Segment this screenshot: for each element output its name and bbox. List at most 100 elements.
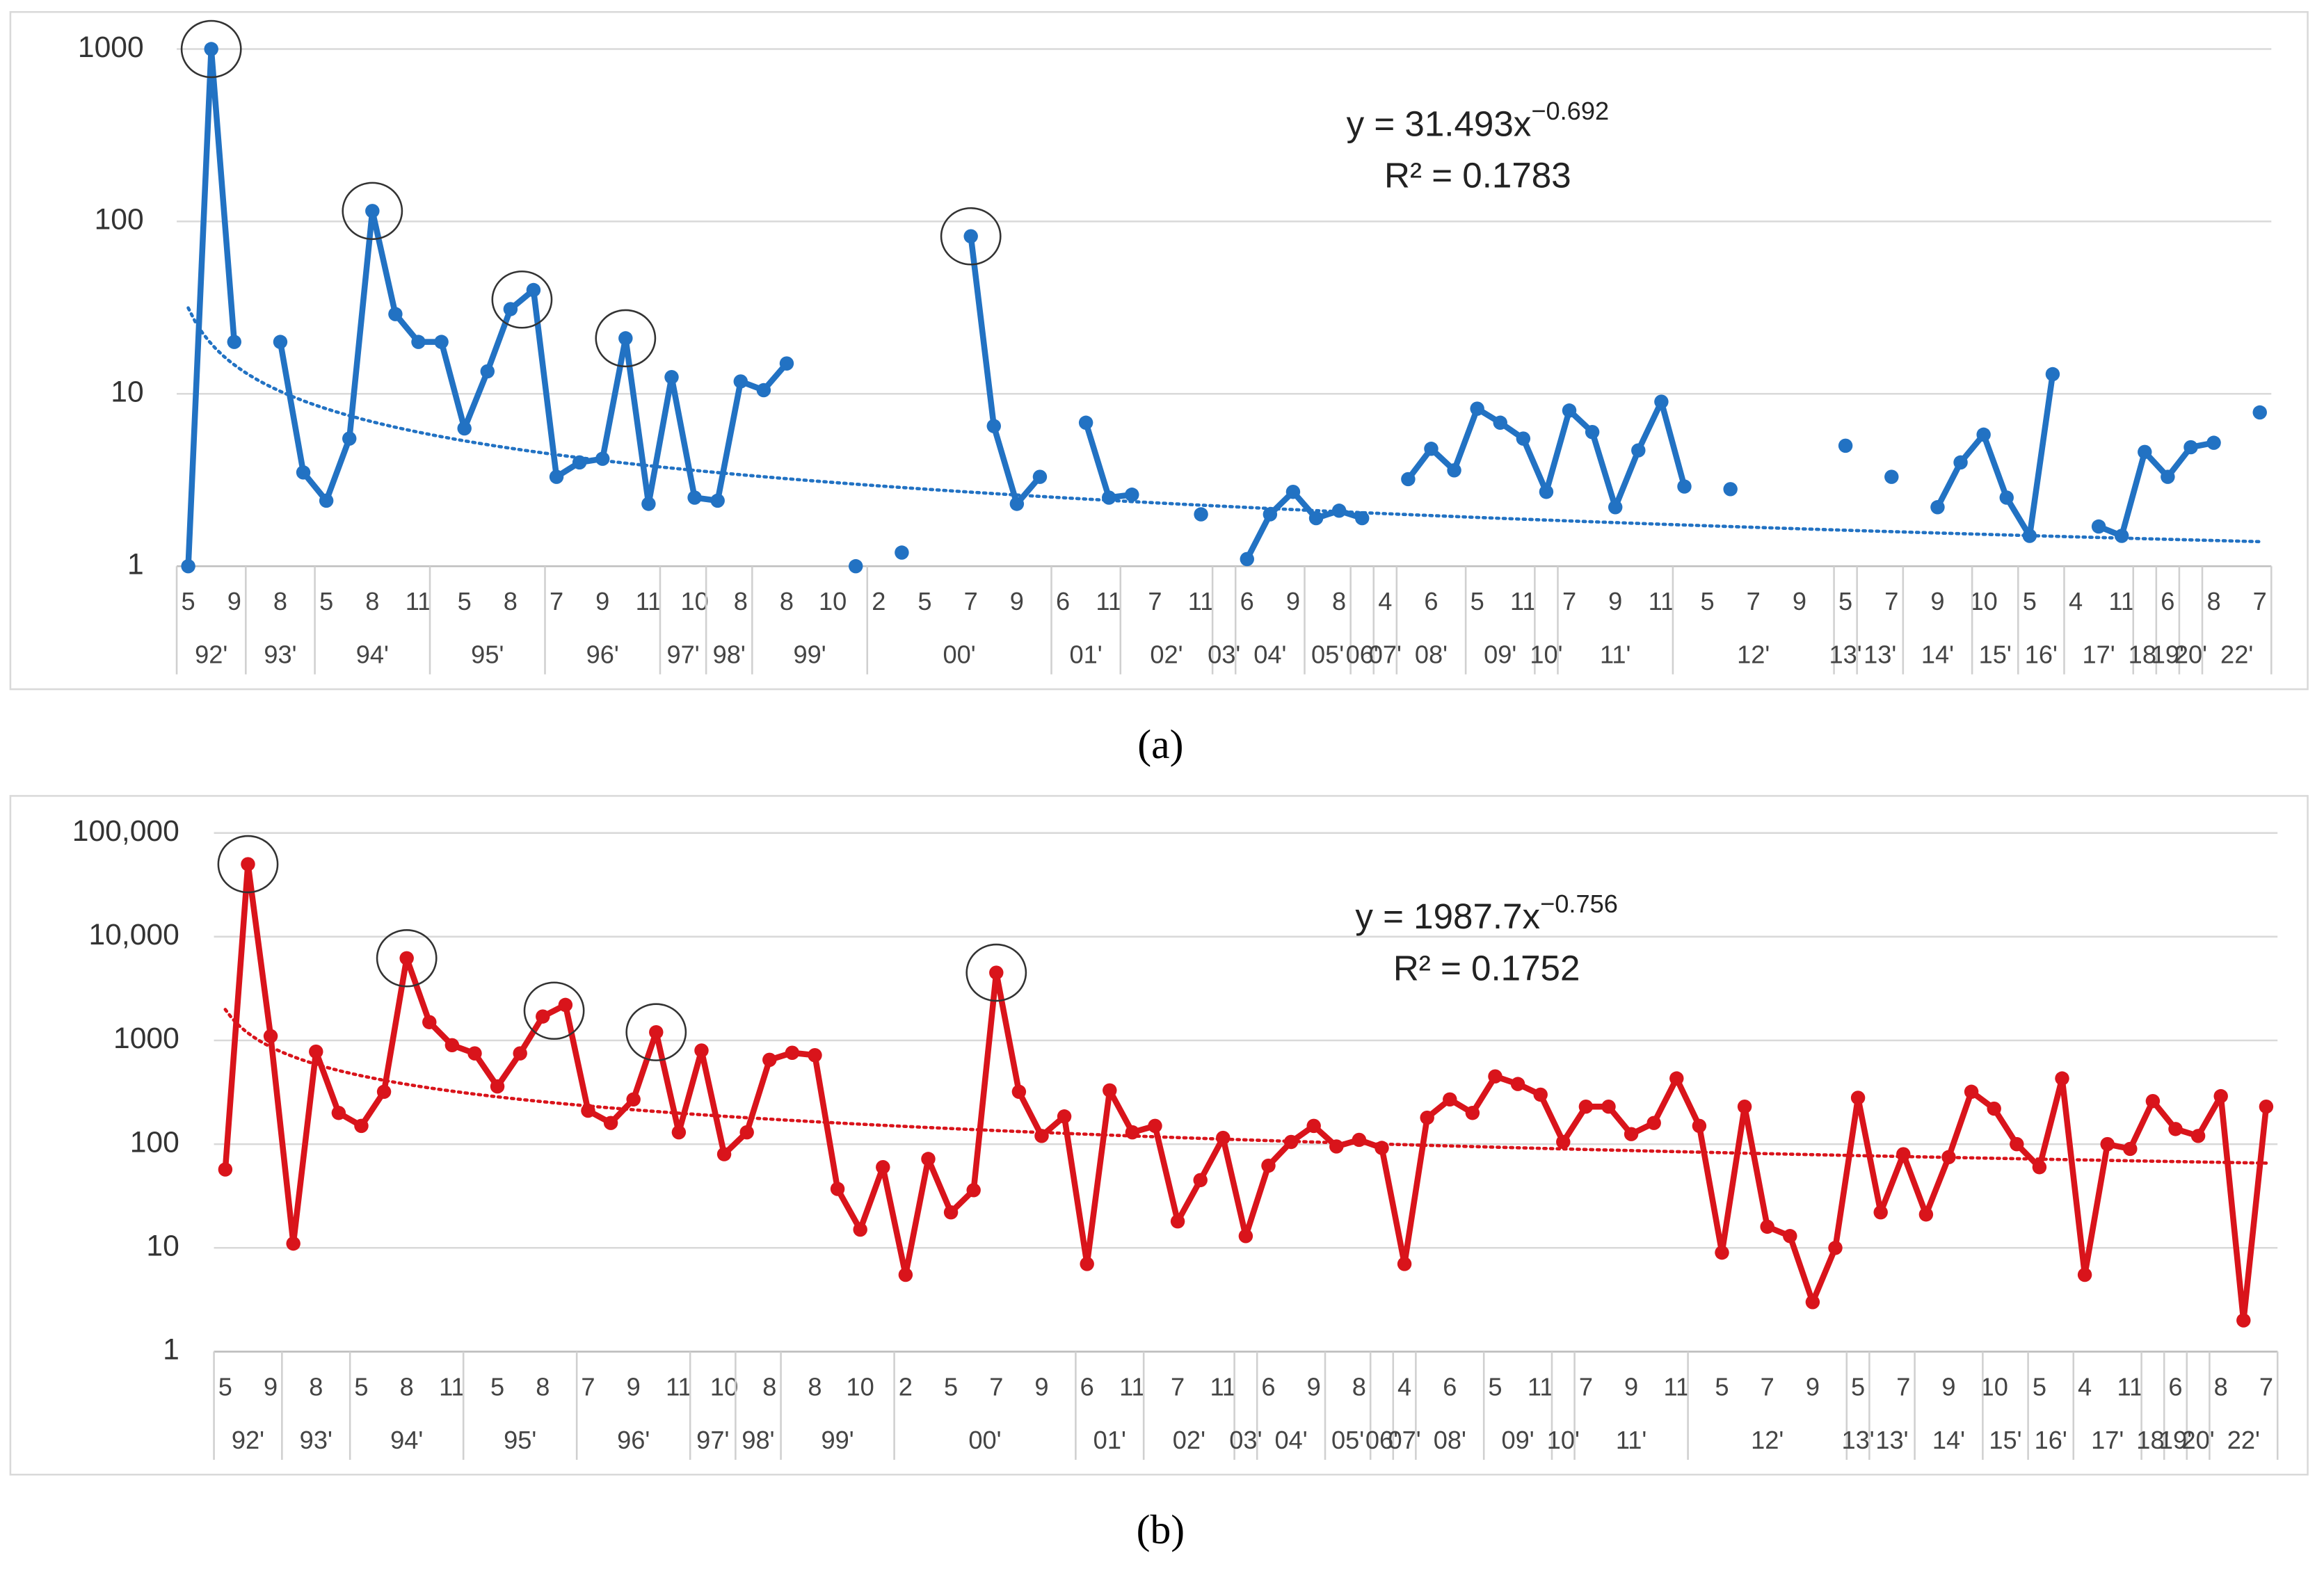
group-label: 11' xyxy=(1600,641,1631,669)
trend-equation: y = 1987.7x−0.756 xyxy=(1355,890,1618,936)
group-label: 96' xyxy=(617,1426,650,1454)
data-point xyxy=(1646,1116,1661,1130)
group-label: 09' xyxy=(1501,1426,1534,1454)
data-point xyxy=(1170,1214,1185,1229)
x-tick-label: 7 xyxy=(2259,1372,2273,1401)
x-tick-label: 4 xyxy=(2069,587,2083,615)
data-point xyxy=(1585,425,1600,440)
r-squared: R² = 0.1783 xyxy=(1384,155,1571,195)
x-tick-label: 5 xyxy=(218,1372,232,1401)
x-tick-label: 11 xyxy=(406,587,432,615)
data-point xyxy=(399,951,414,966)
x-tick-label: 6 xyxy=(2168,1372,2182,1401)
data-point xyxy=(671,1125,687,1140)
data-point xyxy=(739,1125,754,1140)
data-point xyxy=(286,1236,300,1251)
data-line xyxy=(222,861,2270,1323)
panel-label: (a) xyxy=(1137,721,1183,767)
x-tick-label: 10 xyxy=(819,587,847,615)
data-point xyxy=(1329,1139,1344,1154)
data-point xyxy=(1103,1083,1117,1098)
x-tick-label: 9 xyxy=(1608,587,1622,615)
x-tick-label: 2 xyxy=(899,1372,913,1401)
x-tick-label: 11 xyxy=(1649,587,1675,615)
group-label: 08' xyxy=(1415,641,1448,669)
group-label: 12' xyxy=(1751,1426,1784,1454)
data-point xyxy=(388,307,403,321)
group-label: 00' xyxy=(968,1426,1001,1454)
equation-base: y = 1987.7x xyxy=(1355,896,1540,936)
group-label: 14' xyxy=(1921,641,1954,669)
data-point xyxy=(966,1183,981,1198)
group-label: 16' xyxy=(2025,641,2058,669)
data-point xyxy=(1375,1141,1389,1155)
group-label: 97' xyxy=(696,1426,729,1454)
x-tick-label: 7 xyxy=(989,1372,1003,1401)
x-tick-label: 4 xyxy=(1397,1372,1411,1401)
data-point xyxy=(331,1106,346,1120)
data-point xyxy=(1669,1071,1684,1086)
x-tick-label: 11 xyxy=(666,1372,692,1401)
data-point xyxy=(1631,443,1646,458)
x-tick-label: 7 xyxy=(1761,1372,1774,1401)
data-point xyxy=(1308,510,1324,526)
highlight-ring xyxy=(217,835,279,894)
x-tick-label: 11 xyxy=(439,1372,465,1401)
group-label: 99' xyxy=(821,1426,854,1454)
data-point xyxy=(853,1222,867,1237)
x-tick-label: 2 xyxy=(872,587,885,615)
data-point xyxy=(2138,444,2152,460)
data-point xyxy=(558,997,573,1013)
data-point xyxy=(1447,463,1461,478)
data-point xyxy=(1533,1087,1548,1102)
equation-exponent: −0.692 xyxy=(1531,97,1609,125)
x-tick-label: 10 xyxy=(1980,1372,2008,1401)
x-tick-label: 4 xyxy=(1378,587,1392,615)
x-tick-label: 5 xyxy=(1488,1372,1502,1401)
group-label: 05' xyxy=(1311,641,1344,669)
data-point xyxy=(2168,1122,2183,1136)
data-point xyxy=(572,455,587,470)
x-tick-label: 7 xyxy=(1747,587,1761,615)
data-point xyxy=(603,1116,618,1130)
x-tick-label: 7 xyxy=(1562,587,1576,615)
data-point xyxy=(1465,1106,1480,1120)
data-point xyxy=(1783,1229,1797,1244)
data-point xyxy=(227,335,242,349)
group-label: 08' xyxy=(1434,1426,1466,1454)
data-point xyxy=(1009,497,1025,511)
data-point xyxy=(963,229,978,243)
data-point xyxy=(1240,552,1254,567)
data-point xyxy=(1397,1257,1412,1271)
data-point xyxy=(716,1147,732,1161)
data-point xyxy=(1443,1092,1457,1107)
data-point xyxy=(376,1084,392,1100)
x-tick-label: 5 xyxy=(1715,1372,1729,1401)
x-tick-label: 10 xyxy=(710,1372,738,1401)
x-tick-label: 5 xyxy=(182,587,195,615)
data-point xyxy=(808,1048,822,1063)
x-tick-label: 9 xyxy=(227,587,241,615)
data-point xyxy=(1539,484,1554,499)
data-point xyxy=(1032,469,1048,484)
x-tick-label: 9 xyxy=(595,587,609,615)
data-point xyxy=(1838,438,1853,453)
y-tick-label: 1 xyxy=(127,547,144,581)
data-point xyxy=(581,1103,595,1118)
group-label: 11' xyxy=(1616,1426,1647,1454)
highlight-ring xyxy=(625,1003,687,1061)
x-tick-label: 5 xyxy=(2023,587,2037,615)
x-tick-label: 7 xyxy=(1884,587,1898,615)
x-tick-label: 5 xyxy=(490,1372,504,1401)
data-point xyxy=(694,1043,709,1058)
y-tick-label: 100 xyxy=(95,203,144,236)
group-label: 95' xyxy=(471,641,504,669)
group-label: 14' xyxy=(1932,1426,1965,1454)
data-point xyxy=(434,335,449,349)
data-point xyxy=(1488,1069,1502,1084)
data-point xyxy=(1964,1084,1979,1100)
group-label: 22' xyxy=(2220,641,2253,669)
data-point xyxy=(710,493,725,508)
data-point xyxy=(1987,1101,2001,1116)
data-point xyxy=(1601,1099,1616,1114)
